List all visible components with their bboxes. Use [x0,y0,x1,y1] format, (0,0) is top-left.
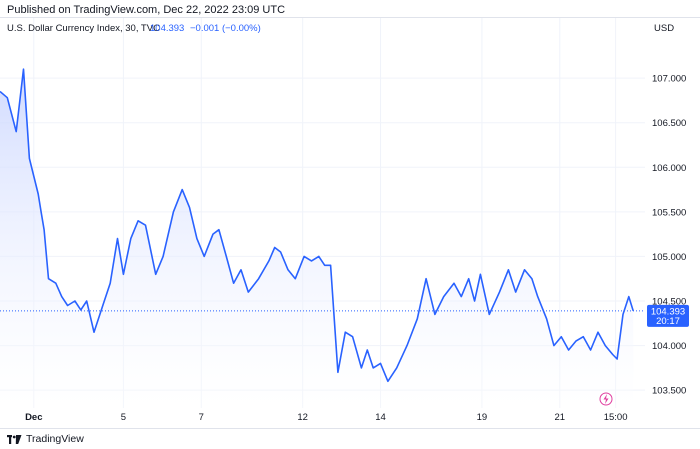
x-tick-label: 12 [297,412,308,423]
y-tick-label: 106.500 [652,118,686,129]
x-axis[interactable]: Dec 5 7 12 14 19 21 15:00 [25,412,627,423]
x-tick-label: Dec [25,412,42,423]
x-tick-label: 15:00 [604,412,628,423]
y-axis[interactable]: 103.500 104.000 104.500 105.000 105.500 106.0… [652,74,686,397]
price-area-fill [0,69,634,408]
y-tick-label: 106.000 [652,163,686,174]
y-tick-label: 104.500 [652,297,686,308]
legend-last: 104.393 [150,23,184,34]
y-tick-label: 105.500 [652,207,686,218]
lightning-icon[interactable] [599,392,613,406]
x-tick-label: 19 [477,412,488,423]
y-tick-label: 107.000 [652,74,686,85]
price-line[interactable] [0,68,634,383]
footer[interactable]: TradingView [7,432,84,446]
last-price-tag: 104.393 20:17 [647,304,689,327]
published-caption: Published on TradingView.com, Dec 22, 20… [7,4,286,16]
y-axis-unit: USD [654,23,674,34]
tradingview-logo-icon [7,434,22,444]
x-tick-label: 5 [121,412,126,423]
footer-brand: TradingView [26,433,84,445]
y-tick-label: 103.500 [652,386,686,397]
last-price-value: 104.393 [651,306,685,317]
x-tick-label: 7 [199,412,204,423]
legend-symbol: U.S. Dollar Currency Index, 30, TVC [7,23,160,34]
legend-change: −0.001 (−0.00%) [190,23,261,34]
y-tick-label: 105.000 [652,252,686,263]
x-tick-label: 14 [375,412,386,423]
y-tick-label: 104.000 [652,341,686,352]
bar-countdown: 20:17 [656,316,680,327]
x-tick-label: 21 [554,412,565,423]
chart-frame[interactable] [0,17,700,429]
